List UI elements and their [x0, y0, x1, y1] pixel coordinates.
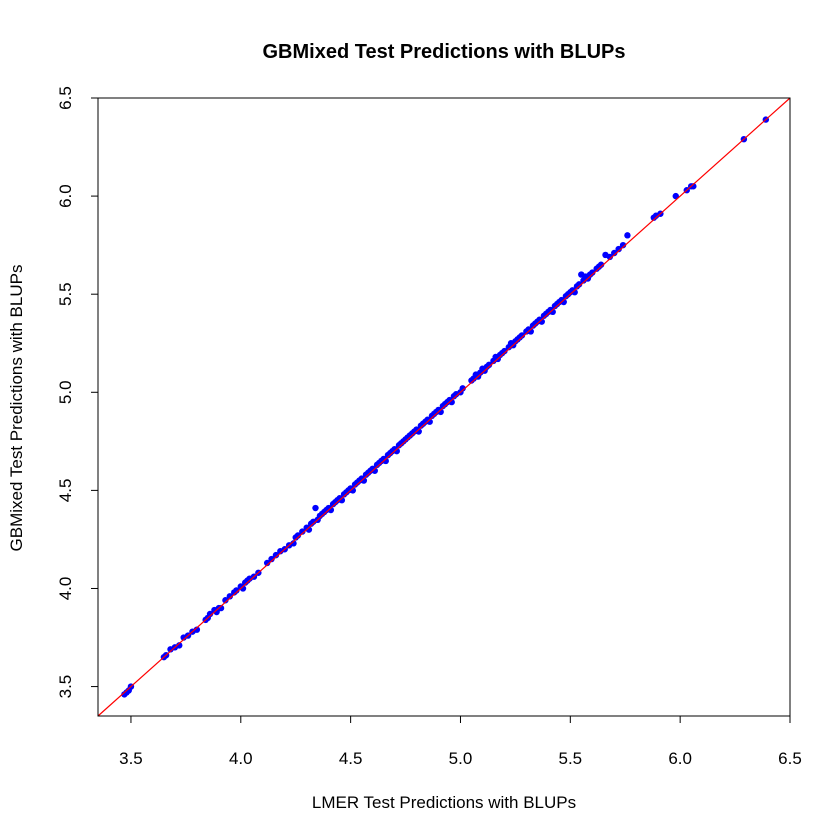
data-point — [206, 610, 214, 618]
y-tick-label: 4.5 — [56, 479, 75, 503]
data-point — [589, 269, 596, 276]
y-tick-label: 6.5 — [56, 86, 75, 110]
y-tick-label: 5.5 — [56, 282, 75, 306]
y-tick-label: 3.5 — [56, 675, 75, 699]
data-point — [193, 626, 201, 633]
x-axis-ticks: 3.5 4.0 4.5 5.0 5.5 6.0 6.5 — [119, 716, 802, 768]
x-tick-label: 4.5 — [339, 749, 363, 768]
data-point — [360, 477, 368, 484]
data-point — [624, 232, 631, 239]
data-point — [549, 308, 556, 316]
data-point — [501, 347, 508, 355]
chart-title: GBMixed Test Predictions with BLUPs — [262, 41, 625, 63]
data-point — [327, 506, 335, 514]
data-point — [371, 467, 378, 474]
data-point — [437, 408, 444, 416]
data-point — [268, 555, 275, 563]
data-point — [290, 540, 297, 547]
x-tick-label: 5.0 — [449, 749, 473, 768]
x-tick-label: 6.5 — [778, 749, 802, 768]
x-tick-label: 6.0 — [668, 749, 692, 768]
data-point — [382, 457, 389, 465]
data-point — [571, 289, 578, 296]
data-point — [393, 447, 400, 455]
data-point — [611, 249, 618, 257]
plot-frame — [97, 97, 791, 717]
data-point — [272, 551, 280, 559]
data-point — [575, 281, 583, 288]
x-axis-label: LMER Test Predictions with BLUPs — [312, 793, 576, 812]
data-point — [426, 418, 433, 425]
data-points — [121, 116, 770, 698]
data-point — [619, 241, 627, 249]
data-point — [222, 597, 229, 604]
data-point — [518, 332, 526, 339]
data-point — [606, 253, 614, 261]
data-point — [305, 526, 313, 533]
x-tick-label: 4.0 — [229, 749, 253, 768]
y-axis-ticks: 3.5 4.0 4.5 5.0 5.5 6.0 6.5 — [56, 86, 98, 698]
data-point — [672, 192, 679, 200]
data-point — [615, 245, 622, 253]
y-axis-label: GBMixed Test Predictions with BLUPs — [7, 265, 26, 552]
data-point — [459, 385, 466, 392]
y-tick-label: 6.0 — [56, 184, 75, 208]
data-point — [560, 298, 567, 306]
data-point — [448, 398, 455, 406]
data-point — [415, 428, 422, 435]
data-point — [312, 504, 319, 512]
x-tick-label: 3.5 — [119, 749, 143, 768]
data-point — [226, 593, 234, 600]
data-point — [233, 587, 240, 594]
data-point — [294, 532, 302, 539]
data-point — [338, 496, 346, 504]
data-point — [239, 585, 247, 592]
y-tick-label: 5.0 — [56, 380, 75, 404]
data-point — [690, 183, 697, 190]
y-tick-label: 4.0 — [56, 577, 75, 601]
data-point — [176, 642, 183, 649]
data-point — [217, 604, 225, 612]
data-point — [538, 318, 545, 325]
data-point — [485, 361, 493, 369]
data-point — [263, 559, 271, 567]
identity-reference-line — [97, 97, 791, 717]
data-point — [349, 487, 357, 494]
data-point — [299, 528, 306, 535]
x-tick-label: 5.5 — [558, 749, 582, 768]
data-point — [527, 328, 534, 335]
reference-line-layer — [97, 97, 791, 717]
data-point — [597, 261, 605, 268]
